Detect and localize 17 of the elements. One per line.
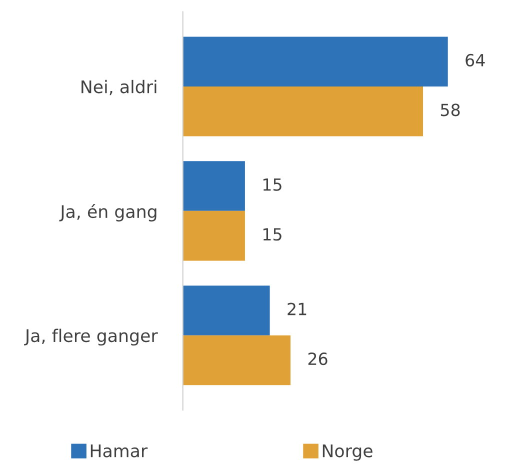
data-label: 15 <box>263 228 282 241</box>
bar <box>182 36 448 87</box>
bar <box>182 86 424 136</box>
legend-label: Hamar <box>90 444 148 458</box>
y-tick-label: Nei, aldri <box>82 80 156 96</box>
legend-label: Norge <box>322 444 372 461</box>
data-label: 58 <box>440 104 460 116</box>
data-label: 26 <box>308 352 328 366</box>
data-label: 15 <box>263 178 282 191</box>
data-label: 21 <box>288 302 306 316</box>
bar <box>182 161 245 211</box>
bar <box>182 210 245 261</box>
bar <box>182 286 270 336</box>
y-tick-label: Ja, flere ganger <box>24 328 158 346</box>
bar <box>182 335 291 386</box>
data-label: 64 <box>466 54 485 66</box>
y-tick-label: Ja, én gang <box>59 204 156 222</box>
